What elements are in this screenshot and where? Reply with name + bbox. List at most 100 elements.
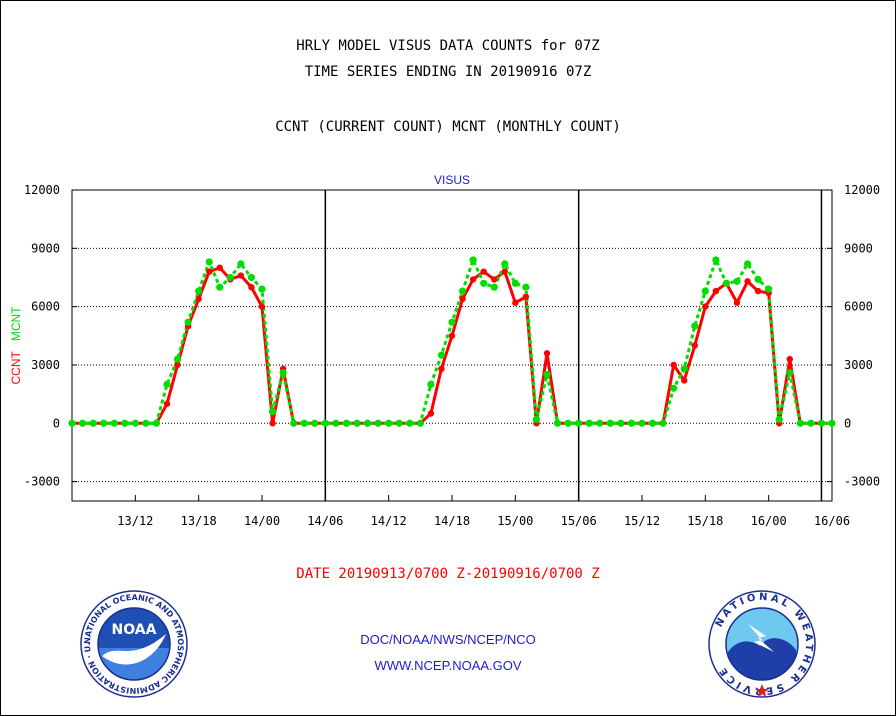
title-line-3: CCNT (CURRENT COUNT) MCNT (MONTHLY COUNT… [275, 119, 621, 135]
point-mcnt-22 [300, 419, 308, 427]
org-path: DOC/NOAA/NWS/NCEP/NCO [360, 632, 536, 647]
plot-area [71, 189, 833, 502]
point-mcnt-9 [163, 380, 171, 388]
point-ccnt-68 [786, 355, 793, 363]
point-ccnt-41 [501, 268, 508, 275]
ylabel-mcnt: MCNT [9, 306, 23, 341]
xtick-label-1: 13/18 [181, 514, 217, 528]
ytick-right-12000: 12000 [844, 183, 880, 197]
ytick-right-0: 0 [844, 416, 851, 430]
point-mcnt-8 [152, 419, 161, 427]
point-mcnt-51 [606, 419, 614, 427]
point-mcnt-47 [564, 419, 572, 427]
xtick-label-7: 15/06 [561, 514, 597, 528]
point-mcnt-49 [585, 419, 593, 427]
xtick-label-9: 15/18 [687, 514, 723, 528]
point-ccnt-13 [206, 268, 213, 275]
point-mcnt-50 [596, 419, 604, 427]
ytick-right--3000: -3000 [844, 475, 880, 489]
point-mcnt-17 [247, 273, 256, 282]
point-mcnt-32 [406, 419, 414, 427]
point-ccnt-57 [670, 361, 677, 369]
point-mcnt-34 [427, 380, 435, 388]
point-mcnt-44 [532, 415, 541, 423]
point-mcnt-21 [290, 419, 298, 427]
point-ccnt-38 [469, 276, 477, 283]
point-ccnt-65 [754, 287, 762, 295]
point-ccnt-45 [543, 350, 551, 357]
point-mcnt-5 [121, 419, 129, 427]
ylabel-ccnt: CCNT [9, 351, 23, 385]
point-mcnt-30 [385, 419, 393, 427]
point-mcnt-72 [828, 419, 836, 427]
cloud-icon [728, 638, 796, 680]
star-icon [755, 684, 769, 697]
point-mcnt-12 [195, 287, 203, 295]
xtick-label-0: 13/12 [117, 514, 153, 528]
point-mcnt-64 [743, 260, 752, 268]
point-mcnt-29 [374, 419, 382, 427]
point-mcnt-24 [321, 419, 329, 427]
point-mcnt-60 [701, 287, 709, 295]
point-mcnt-6 [131, 419, 139, 427]
point-mcnt-55 [648, 419, 657, 427]
ytick-left-6000: 6000 [31, 300, 60, 314]
ytick-left-9000: 9000 [31, 241, 60, 255]
point-mcnt-46 [553, 419, 562, 427]
point-ccnt-40 [491, 276, 498, 283]
title-line-1: HRLY MODEL VISUS DATA COUNTS for 07Z [296, 38, 600, 54]
point-mcnt-48 [575, 419, 583, 427]
website-url: WWW.NCEP.NOAA.GOV [374, 658, 522, 673]
point-mcnt-42 [511, 279, 519, 287]
point-mcnt-43 [522, 283, 530, 291]
point-ccnt-43 [522, 293, 530, 301]
point-mcnt-39 [480, 279, 488, 287]
point-ccnt-35 [438, 365, 445, 373]
point-mcnt-45 [543, 371, 551, 379]
point-ccnt-59 [691, 342, 698, 349]
point-ccnt-39 [480, 268, 487, 275]
ytick-left-0: 0 [53, 416, 60, 430]
point-mcnt-36 [448, 318, 456, 326]
point-mcnt-27 [353, 419, 361, 427]
xtick-label-11: 16/06 [814, 514, 850, 528]
point-mcnt-19 [268, 407, 277, 416]
point-ccnt-18 [258, 303, 266, 310]
point-ccnt-12 [195, 295, 202, 303]
point-mcnt-62 [722, 279, 731, 287]
point-ccnt-17 [248, 283, 255, 291]
noaa-logo: NATIONAL OCEANIC AND ATMOSPHERIC ADMINIS… [80, 590, 188, 698]
point-mcnt-16 [237, 260, 245, 268]
point-mcnt-28 [363, 419, 372, 427]
point-ccnt-34 [427, 410, 435, 417]
point-mcnt-33 [416, 419, 424, 427]
point-mcnt-63 [733, 277, 741, 285]
point-mcnt-52 [617, 419, 625, 427]
y-axis-label: CCNT MCNT [9, 306, 23, 385]
point-mcnt-58 [680, 365, 688, 373]
point-ccnt-63 [733, 299, 741, 306]
point-mcnt-2 [89, 419, 97, 427]
point-mcnt-15 [226, 273, 234, 282]
date-range: DATE 20190913/0700 Z-20190916/0700 Z [296, 566, 600, 582]
ytick-left-3000: 3000 [31, 358, 60, 372]
point-mcnt-26 [342, 419, 351, 427]
nws-logo: NATIONAL WEATHER SERVICE [708, 590, 816, 698]
point-mcnt-53 [627, 419, 636, 427]
point-ccnt-10 [174, 361, 181, 369]
noaa-logo-text: NOAA [112, 622, 157, 638]
xtick-label-5: 14/18 [434, 514, 470, 528]
point-mcnt-10 [173, 355, 182, 363]
point-ccnt-64 [744, 278, 751, 285]
point-ccnt-60 [702, 303, 709, 310]
point-mcnt-18 [258, 285, 266, 293]
ytick-right-3000: 3000 [844, 358, 873, 372]
point-mcnt-66 [765, 285, 773, 293]
title-line-2: TIME SERIES ENDING IN 20190916 07Z [304, 64, 592, 80]
xtick-label-6: 15/00 [497, 514, 533, 528]
point-mcnt-4 [110, 419, 118, 427]
point-mcnt-25 [332, 419, 340, 427]
point-mcnt-59 [691, 322, 699, 330]
series-line-mcnt [72, 258, 832, 425]
